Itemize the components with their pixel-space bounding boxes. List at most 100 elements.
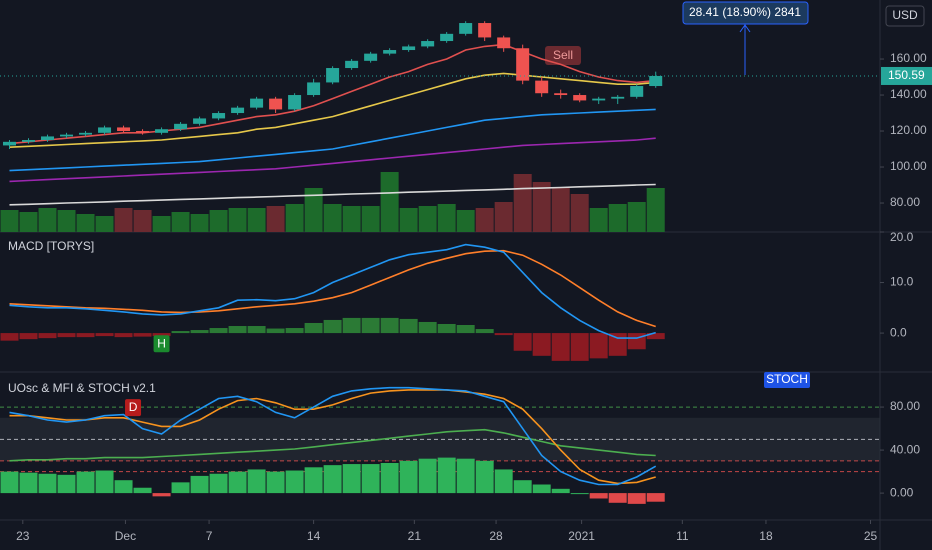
histogram-bar xyxy=(361,317,380,334)
histogram-bar xyxy=(380,317,399,334)
x-tick-label: 2021 xyxy=(568,529,595,543)
histogram-bar xyxy=(95,333,114,337)
histogram-bar xyxy=(532,484,551,494)
volume-bar xyxy=(266,206,285,232)
candle-body xyxy=(516,48,530,81)
measure-label: 28.41 (18.90%) 2841 xyxy=(689,5,801,19)
y-tick-label: 0.00 xyxy=(890,485,914,499)
volume-bar xyxy=(608,204,627,232)
marker-label: D xyxy=(129,400,138,414)
marker-box xyxy=(125,399,142,417)
candle-body xyxy=(307,82,321,96)
volume-bar xyxy=(361,206,380,232)
histogram-bar xyxy=(494,333,513,336)
histogram-bar xyxy=(152,493,171,497)
measure-box xyxy=(682,1,809,25)
volume-bar xyxy=(418,206,437,232)
x-tick-label: 7 xyxy=(206,529,213,543)
signal-label: Sell xyxy=(553,48,573,62)
histogram-bar xyxy=(608,493,627,503)
histogram-bar xyxy=(247,326,266,334)
histogram-bar xyxy=(266,471,285,494)
histogram-bar xyxy=(304,322,323,334)
last-price-box xyxy=(881,66,932,85)
y-tick-label: 160.00 xyxy=(890,51,927,65)
histogram-bar xyxy=(266,328,285,334)
histogram-bar xyxy=(437,457,456,494)
histogram-bar xyxy=(627,493,646,504)
histogram-bar xyxy=(38,333,57,339)
candle-body xyxy=(554,93,568,96)
histogram-bar xyxy=(133,333,152,337)
pane-title: MACD [TORYS] xyxy=(8,239,94,253)
marker-label: H xyxy=(157,336,166,350)
volume-bar xyxy=(456,210,475,232)
y-tick-label: 80.00 xyxy=(890,195,920,209)
measure-arrowhead xyxy=(739,24,751,33)
volume-bar xyxy=(171,212,190,232)
histogram-bar xyxy=(570,493,589,495)
volume-bar xyxy=(285,204,304,232)
candle-body xyxy=(60,134,74,137)
volume-bar xyxy=(494,202,513,232)
volume-bar xyxy=(513,174,532,232)
volume-bar xyxy=(304,188,323,232)
histogram-bar xyxy=(304,467,323,494)
x-tick-label: 18 xyxy=(759,529,773,543)
marker: H xyxy=(153,335,170,353)
volume-bar xyxy=(95,216,114,232)
histogram-bar xyxy=(95,470,114,494)
histogram-bar xyxy=(38,473,57,494)
band xyxy=(0,417,880,461)
candle-body xyxy=(250,98,264,108)
candle-body xyxy=(535,80,549,94)
tag-box[interactable] xyxy=(764,372,810,388)
candle-body xyxy=(611,96,625,99)
histogram-bar xyxy=(551,488,570,494)
volume-bar xyxy=(247,208,266,232)
histogram-bar xyxy=(475,329,494,334)
histogram-bar xyxy=(513,333,532,351)
volume-bar xyxy=(133,210,152,232)
histogram-bar xyxy=(57,333,76,338)
volume-bar xyxy=(342,206,361,232)
histogram-bar xyxy=(456,458,475,494)
candle-body xyxy=(212,113,226,119)
histogram-bar xyxy=(0,333,19,341)
volume-bar xyxy=(114,208,133,232)
histogram-bar xyxy=(418,458,437,494)
histogram-bar xyxy=(209,473,228,494)
histogram-bar xyxy=(171,482,190,494)
marker: D xyxy=(125,399,142,417)
candle-body xyxy=(117,127,131,132)
histogram-bar xyxy=(152,333,171,337)
histogram-bar xyxy=(646,333,665,340)
volume-bar xyxy=(152,216,171,232)
candle-body xyxy=(3,141,17,146)
histogram-bar xyxy=(323,319,342,334)
last-price-label: 150.59 xyxy=(888,68,925,82)
histogram-bar xyxy=(342,317,361,334)
volume-bar xyxy=(627,202,646,232)
y-tick-label: 40.00 xyxy=(890,442,920,456)
currency-box[interactable] xyxy=(885,5,925,27)
y-tick-label: 120.00 xyxy=(890,123,927,137)
candle-body xyxy=(364,53,378,61)
histogram-bar xyxy=(646,493,665,502)
candle-body xyxy=(288,95,302,110)
volume-bar xyxy=(19,212,38,232)
histogram-bar xyxy=(342,464,361,494)
x-tick-label: 21 xyxy=(408,529,422,543)
y-tick-label: 100.00 xyxy=(890,159,927,173)
line-series xyxy=(9,43,656,145)
histogram-bar xyxy=(456,324,475,334)
line-series xyxy=(9,389,656,485)
currency: USD xyxy=(892,8,918,22)
volume-bar xyxy=(570,194,589,232)
volume-bar xyxy=(532,182,551,232)
line-series xyxy=(9,72,656,148)
histogram-bar xyxy=(475,460,494,494)
candle-body xyxy=(402,46,416,51)
histogram-bar xyxy=(399,460,418,494)
volume-bar xyxy=(57,210,76,232)
